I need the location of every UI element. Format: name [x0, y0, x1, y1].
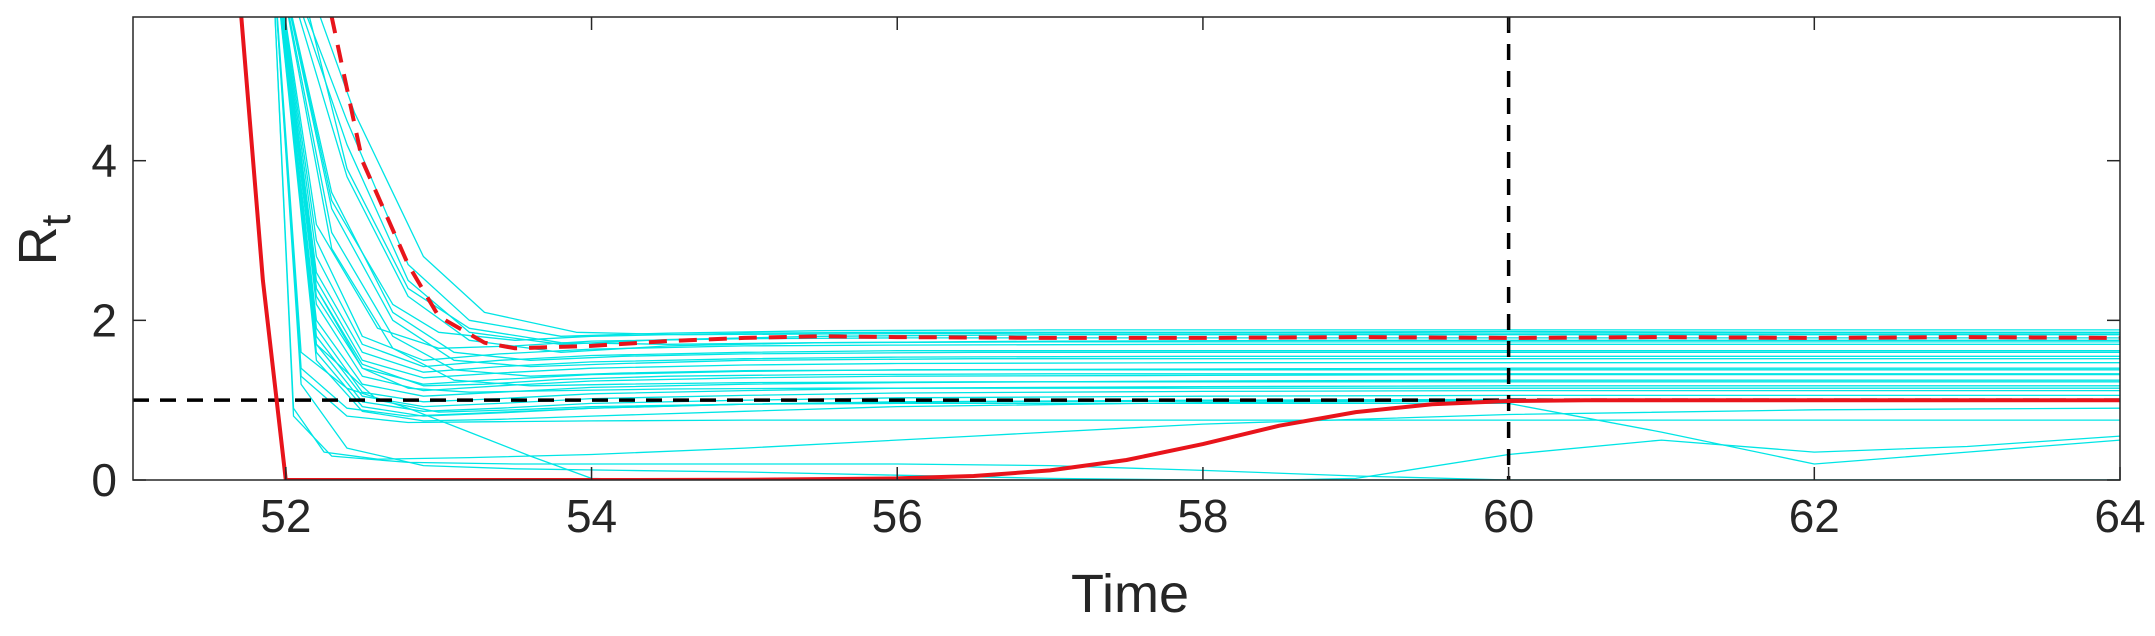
series-line-ensemble-21 — [287, 17, 2120, 387]
series-line-ensemble-20 — [288, 17, 2120, 377]
series-line-ensemble-31 — [280, 17, 2120, 465]
series-line-solid-red — [239, 17, 2120, 480]
series-line-ensemble-8 — [281, 17, 2120, 392]
x-axis-title: Time — [1071, 564, 1189, 624]
series-line-ensemble-19 — [290, 17, 2120, 368]
series-line-ensemble-15 — [306, 17, 2120, 337]
series-line-ensemble-27 — [274, 17, 2120, 460]
series-line-ensemble-7 — [281, 17, 2120, 385]
x-tick-label: 64 — [2094, 490, 2145, 542]
y-axis-title-subscript: t — [32, 214, 79, 226]
y-tick-label: 4 — [91, 135, 117, 187]
series-line-ensemble-11 — [280, 17, 2120, 408]
series-line-ensemble-32 — [281, 17, 2120, 387]
axes-frame — [132, 16, 2121, 481]
series-line-ensemble-5 — [282, 17, 2120, 373]
x-tick-label: 52 — [260, 490, 311, 542]
x-tick-label: 54 — [566, 490, 617, 542]
y-tick-label: 2 — [91, 294, 117, 346]
series-line-ensemble-12 — [280, 17, 2120, 412]
y-axis-title-main: R — [8, 226, 68, 265]
series-line-ensemble-9 — [280, 17, 2120, 397]
series-line-ensemble-28 — [274, 17, 2120, 480]
svg-text:Rt: Rt — [8, 214, 79, 265]
series-line-ensemble-10 — [280, 17, 2120, 403]
series-line-ensemble-18 — [291, 17, 2120, 361]
y-axis-title: Rt — [8, 214, 79, 265]
x-tick-label: 58 — [1177, 490, 1228, 542]
series-line-ensemble-6 — [282, 17, 2120, 379]
x-tick-label: 56 — [872, 490, 923, 542]
series-line-dashed-red — [329, 17, 2120, 351]
y-tick-label: 0 — [91, 454, 117, 506]
series-line-ensemble-17 — [298, 17, 2120, 353]
x-tick-label: 60 — [1483, 490, 1534, 542]
series-line-ensemble-26 — [276, 17, 2120, 424]
series-line-ensemble-3 — [283, 17, 2120, 361]
series-line-ensemble-29 — [276, 17, 2120, 480]
series-line-ensemble-22 — [308, 17, 2120, 345]
series-line-ensemble-23 — [319, 17, 2120, 336]
x-tick-label: 62 — [1789, 490, 1840, 542]
series-line-ensemble-4 — [283, 17, 2120, 368]
series-line-ensemble-24 — [281, 17, 2120, 393]
